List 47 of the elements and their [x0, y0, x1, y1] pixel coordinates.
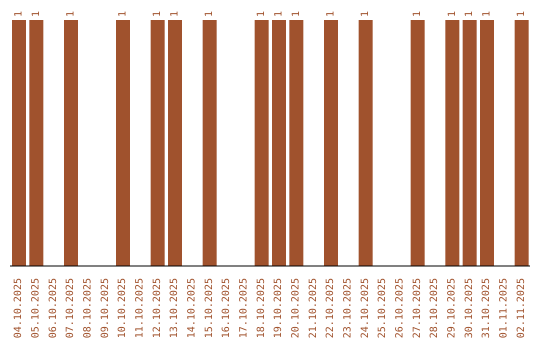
data-label: 1: [204, 10, 216, 17]
data-label: 1: [290, 10, 302, 17]
data-label: 1: [30, 10, 42, 17]
data-label: 1: [516, 10, 528, 17]
data-label: 1: [118, 10, 128, 17]
data-label: 1: [360, 10, 372, 17]
x-tick-label: 09.10.2025: [100, 278, 111, 338]
data-label: 1: [464, 10, 476, 17]
x-tick-label: 28.10.2025: [429, 278, 440, 338]
x-tick-label: 12.10.2025: [152, 278, 163, 338]
data-label: 1: [482, 10, 492, 17]
x-tick-label: 05.10.2025: [30, 278, 42, 338]
x-tick-label: 29.10.2025: [446, 278, 458, 338]
x-tick-label: 17.10.2025: [238, 278, 250, 338]
x-tick-label: 13.10.2025: [169, 278, 180, 338]
x-tick-label: 27.10.2025: [412, 278, 423, 338]
x-tick-label: 20.10.2025: [290, 278, 302, 338]
x-tick-label: 15.10.2025: [204, 278, 215, 338]
x-tick-label: 31.10.2025: [481, 278, 492, 338]
data-label: 1: [170, 10, 180, 17]
x-tick-label: 06.10.2025: [48, 278, 59, 338]
x-tick-label: 23.10.2025: [342, 278, 354, 338]
x-tick-label: 11.10.2025: [134, 278, 146, 338]
data-label: 1: [446, 10, 458, 17]
data-label: 1: [14, 10, 24, 17]
data-label: 1: [256, 10, 268, 17]
x-tick-label: 24.10.2025: [360, 278, 371, 338]
x-tick-label: 16.10.2025: [221, 278, 232, 338]
x-tick-label: 21.10.2025: [308, 278, 319, 338]
data-label: 1: [412, 10, 424, 17]
x-tick-label: 22.10.2025: [325, 278, 336, 338]
x-tick-label: 14.10.2025: [186, 278, 198, 338]
data-label: 1: [152, 10, 164, 17]
x-tick-label: 01.11.2025: [498, 278, 510, 338]
x-tick-label: 10.10.2025: [117, 278, 128, 338]
data-label: 1: [66, 10, 76, 17]
x-tick-label: 30.10.2025: [464, 278, 475, 338]
x-tick-label: 02.11.2025: [516, 278, 527, 338]
x-tick-label: 07.10.2025: [65, 278, 76, 338]
x-tick-label: 19.10.2025: [273, 278, 284, 338]
data-label: 1: [274, 10, 284, 17]
x-tick-label: 18.10.2025: [256, 278, 267, 338]
x-tick-label: 04.10.2025: [13, 278, 24, 338]
x-tick-label: 26.10.2025: [394, 278, 406, 338]
data-label: 1: [326, 10, 336, 17]
x-tick-label: 25.10.2025: [377, 278, 388, 338]
x-tick-label: 08.10.2025: [82, 278, 94, 338]
